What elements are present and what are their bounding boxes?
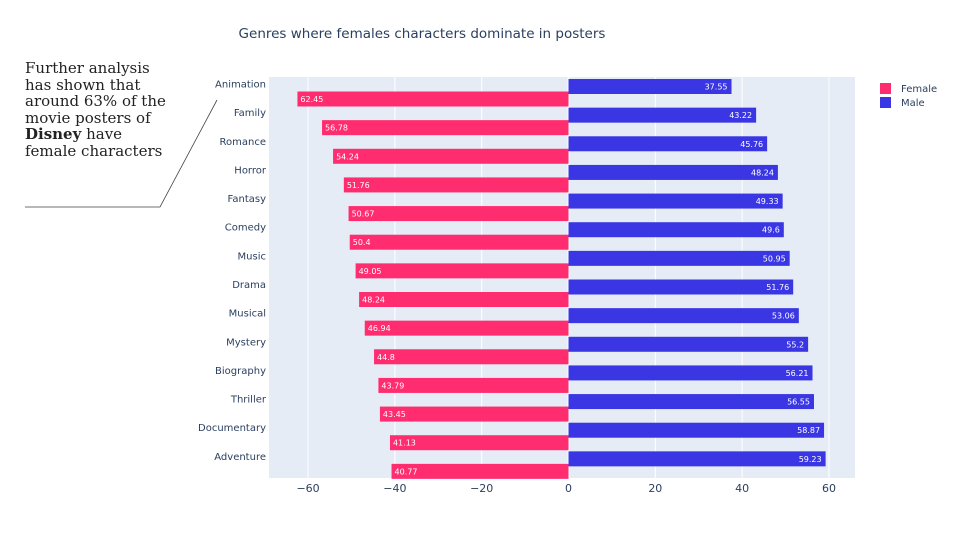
- bar-female-label: 50.4: [353, 238, 371, 247]
- bar-female: [297, 91, 569, 107]
- y-category-label: Horror: [234, 165, 267, 176]
- bar-male: [568, 222, 784, 238]
- bar-male-label: 55.2: [786, 340, 804, 349]
- legend-swatch-female: [880, 83, 891, 94]
- bar-female-label: 48.24: [362, 296, 385, 305]
- bar-female: [389, 435, 569, 451]
- bar-male: [568, 164, 778, 180]
- y-category-label: Mystery: [226, 337, 266, 348]
- bar-male: [568, 279, 794, 295]
- x-tick-label: 0: [565, 482, 572, 495]
- bar-male-label: 48.24: [751, 168, 774, 177]
- y-category-label: Romance: [220, 137, 266, 148]
- bar-female-label: 51.76: [347, 181, 370, 190]
- y-category-label: Fantasy: [228, 194, 267, 205]
- bar-male: [568, 365, 813, 381]
- bar-male-label: 50.95: [763, 254, 786, 263]
- bar-male-label: 58.87: [797, 426, 820, 435]
- bar-female-label: 62.45: [300, 95, 323, 104]
- bar-male-label: 51.76: [766, 283, 789, 292]
- y-category-label: Adventure: [214, 452, 266, 463]
- x-tick-label: −60: [296, 482, 319, 495]
- bar-male: [568, 451, 826, 467]
- annotation-text-before: Further analysis has shown that around 6…: [25, 59, 166, 127]
- annotation-text: Further analysis has shown that around 6…: [25, 60, 175, 159]
- bar-female-label: 50.67: [352, 210, 375, 219]
- bar-male: [568, 107, 757, 123]
- bar-female-label: 41.13: [393, 439, 416, 448]
- bar-female: [348, 206, 569, 222]
- y-category-label: Thriller: [230, 395, 267, 406]
- bar-female-label: 46.94: [368, 324, 391, 333]
- legend-swatch-male: [880, 97, 891, 108]
- bar-female-label: 43.79: [381, 381, 404, 390]
- bar-female: [374, 349, 569, 365]
- bar-female-label: 54.24: [336, 152, 359, 161]
- legend-label-female: Female: [901, 84, 937, 95]
- annotation-text-after: have female characters: [25, 125, 163, 160]
- bar-female-label: 43.45: [383, 410, 406, 419]
- bar-male: [568, 394, 814, 410]
- bar-male: [568, 79, 732, 94]
- plot-area: −60 −40 −20 0 20 40 60 Animation 37.55 62.45 Famil…: [198, 77, 855, 495]
- bar-male: [568, 308, 799, 324]
- bar-female: [322, 120, 569, 136]
- bar-female: [379, 406, 569, 422]
- bar-female: [343, 177, 569, 193]
- bar-female-label: 40.77: [395, 467, 418, 476]
- bar-female: [349, 234, 569, 250]
- x-tick-label: 20: [648, 482, 662, 495]
- bar-male-label: 56.55: [787, 398, 810, 407]
- annotation-line: [25, 99, 218, 208]
- bar-male-label: 43.22: [729, 111, 752, 120]
- bar-male-label: 37.55: [705, 83, 728, 92]
- bar-female-label: 44.8: [377, 353, 395, 362]
- x-tick-label: −20: [470, 482, 493, 495]
- bar-male: [568, 422, 825, 438]
- y-category-label: Music: [238, 251, 266, 262]
- y-category-label: Biography: [215, 366, 266, 377]
- bar-female: [391, 463, 569, 479]
- bar-male: [568, 250, 790, 266]
- bar-male: [568, 136, 768, 152]
- bar-male: [568, 193, 783, 209]
- bar-female: [333, 148, 569, 164]
- bar-male-label: 49.6: [762, 226, 780, 235]
- bar-female: [364, 320, 569, 336]
- y-category-label: Documentary: [198, 423, 266, 434]
- y-category-label: Family: [234, 108, 266, 119]
- x-tick-label: 40: [735, 482, 749, 495]
- bar-male-label: 56.21: [786, 369, 809, 378]
- bar-female: [378, 377, 569, 393]
- annotation-bold: Disney: [25, 125, 82, 143]
- x-tick-label: 60: [822, 482, 836, 495]
- bar-male-label: 49.33: [756, 197, 779, 206]
- bar-male-label: 45.76: [740, 140, 763, 149]
- legend-label-male: Male: [901, 98, 925, 109]
- bar-male: [568, 336, 809, 352]
- legend: Female Male: [880, 83, 937, 109]
- y-category-label: Drama: [232, 280, 266, 291]
- bar-female-label: 49.05: [359, 267, 382, 276]
- y-category-label: Comedy: [225, 223, 266, 234]
- bar-male-label: 59.23: [799, 455, 822, 464]
- bar-female-label: 56.78: [325, 124, 348, 133]
- bar-male-label: 53.06: [772, 312, 795, 321]
- y-category-label: Animation: [215, 80, 266, 91]
- y-category-label: Musical: [229, 309, 266, 320]
- bar-female: [355, 263, 569, 279]
- x-tick-label: −40: [383, 482, 406, 495]
- bar-female: [359, 292, 569, 307]
- chart-title: Genres where females characters dominate…: [239, 26, 606, 42]
